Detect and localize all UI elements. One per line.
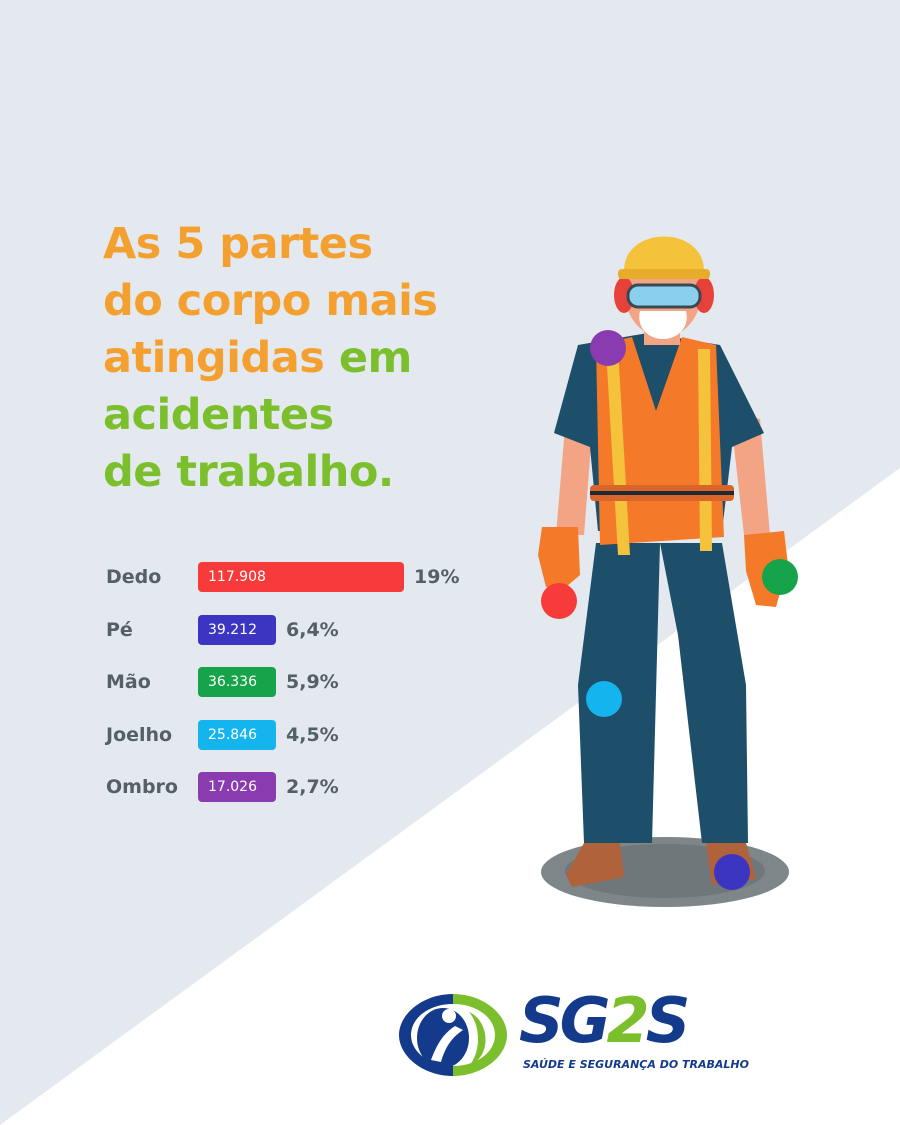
headline-line-3: atingidas em <box>103 330 437 387</box>
safety-goggles <box>626 283 702 309</box>
marker-pe <box>714 854 750 890</box>
vest-stripe-right <box>698 349 712 551</box>
marker-joelho <box>586 681 622 717</box>
dust-mask <box>639 311 687 339</box>
marker-dedo <box>541 583 577 619</box>
marker-ombro <box>590 330 626 366</box>
headline-line-3b: em <box>324 333 412 383</box>
headline: As 5 partes do corpo mais atingidas em a… <box>103 216 438 501</box>
left-boot <box>566 843 624 887</box>
wordmark-s: S <box>645 984 691 1057</box>
vest-stripe-left <box>606 349 630 555</box>
vest-belt-line <box>590 491 734 495</box>
wordmark-2: 2 <box>606 984 650 1057</box>
headline-line-4: acidentes <box>103 390 334 440</box>
sg2s-logo: SG2S SAÚDE E SEGURANÇA DO TRABALHO <box>393 986 749 1085</box>
headline-line-2: do corpo mais <box>103 276 438 326</box>
headline-line-5: de trabalho. <box>103 447 394 497</box>
left-glove <box>538 527 580 587</box>
sg2s-wordmark: SG2S <box>519 984 691 1057</box>
right-leg <box>660 543 748 843</box>
sg2s-tagline: SAÚDE E SEGURANÇA DO TRABALHO <box>523 1058 749 1071</box>
wordmark-sg: SG <box>519 984 611 1057</box>
sg2s-logo-mark <box>399 994 507 1076</box>
headline-line-1: As 5 partes <box>103 219 373 269</box>
headline-line-3a: atingidas <box>103 333 325 383</box>
hard-hat <box>620 236 708 277</box>
marker-mao <box>762 559 798 595</box>
hard-hat-brim <box>618 269 710 279</box>
worker-illustration <box>538 236 798 907</box>
